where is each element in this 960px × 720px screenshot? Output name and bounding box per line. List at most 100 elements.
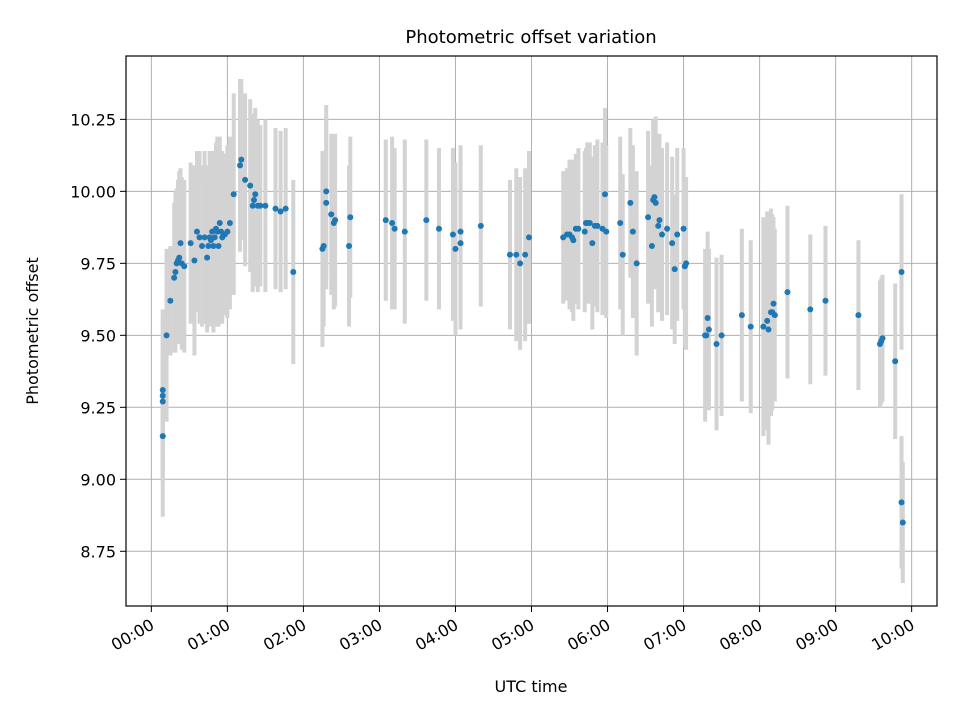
- data-point: [645, 214, 652, 221]
- data-point: [704, 315, 711, 322]
- data-point: [671, 266, 678, 273]
- data-point: [760, 323, 767, 330]
- data-point: [603, 228, 610, 235]
- data-point: [652, 199, 659, 206]
- y-tick-label: 9.25: [80, 398, 116, 417]
- data-point: [879, 335, 886, 342]
- data-point: [770, 300, 777, 307]
- data-point: [257, 202, 264, 209]
- data-point: [892, 358, 899, 365]
- data-point: [205, 243, 212, 250]
- data-point: [391, 225, 398, 232]
- data-point: [187, 240, 194, 247]
- y-tick-label: 10.00: [70, 182, 116, 201]
- data-point: [855, 312, 862, 319]
- data-point: [648, 243, 655, 250]
- data-point: [633, 260, 640, 267]
- data-point: [656, 217, 663, 224]
- data-point: [765, 326, 772, 333]
- data-point: [664, 225, 671, 232]
- data-point: [423, 217, 430, 224]
- y-tick-label: 9.50: [80, 326, 116, 345]
- data-point: [764, 317, 771, 324]
- data-point: [215, 243, 222, 250]
- data-point: [323, 199, 330, 206]
- data-point: [172, 268, 179, 275]
- data-point: [898, 268, 905, 275]
- data-point: [346, 243, 353, 250]
- data-point: [196, 234, 203, 241]
- data-point: [230, 191, 237, 198]
- data-point: [586, 220, 593, 227]
- data-points: [159, 156, 906, 526]
- data-point: [517, 260, 524, 267]
- chart-title: Photometric offset variation: [405, 27, 656, 48]
- data-point: [435, 225, 442, 232]
- data-point: [163, 332, 170, 339]
- data-point: [617, 220, 624, 227]
- data-point: [389, 220, 396, 227]
- data-point: [282, 205, 289, 212]
- data-point: [238, 156, 245, 163]
- data-point: [347, 214, 354, 221]
- y-tick-label: 10.25: [70, 110, 116, 129]
- data-point: [594, 222, 601, 229]
- data-point: [747, 323, 754, 330]
- data-point: [176, 254, 183, 261]
- y-tick-label: 9.00: [80, 470, 116, 489]
- data-point: [457, 240, 464, 247]
- data-point: [211, 234, 218, 241]
- data-point: [272, 205, 279, 212]
- data-point: [199, 243, 206, 250]
- data-point: [177, 240, 184, 247]
- data-point: [525, 234, 532, 241]
- data-point: [899, 519, 906, 526]
- data-point: [159, 392, 166, 399]
- data-point: [167, 297, 174, 304]
- data-point: [651, 194, 658, 201]
- data-point: [581, 228, 588, 235]
- data-point: [159, 398, 166, 405]
- data-point: [328, 211, 335, 218]
- data-point: [201, 234, 208, 241]
- data-point: [771, 312, 778, 319]
- data-point: [226, 220, 233, 227]
- data-point: [457, 228, 464, 235]
- data-point: [669, 240, 676, 247]
- data-point: [323, 188, 330, 195]
- data-point: [738, 312, 745, 319]
- data-point: [401, 228, 408, 235]
- data-point: [242, 176, 249, 183]
- data-point: [382, 217, 389, 224]
- data-point: [210, 243, 217, 250]
- data-point: [522, 251, 529, 258]
- data-point: [181, 263, 188, 270]
- data-point: [601, 191, 608, 198]
- y-tick-label: 8.75: [80, 542, 116, 561]
- data-point: [703, 332, 710, 339]
- data-point: [898, 499, 905, 506]
- data-point: [224, 228, 231, 235]
- data-point: [680, 225, 687, 232]
- data-point: [237, 162, 244, 169]
- data-point: [252, 191, 259, 198]
- data-point: [332, 217, 339, 224]
- x-axis-label: UTC time: [495, 677, 568, 696]
- data-point: [627, 199, 634, 206]
- data-point: [513, 251, 520, 258]
- data-point: [619, 251, 626, 258]
- data-point: [575, 225, 582, 232]
- data-point: [506, 251, 513, 258]
- data-point: [659, 231, 666, 238]
- data-point: [262, 202, 269, 209]
- data-point: [249, 202, 256, 209]
- data-point: [655, 222, 662, 229]
- data-point: [216, 220, 223, 227]
- data-point: [674, 231, 681, 238]
- data-point: [159, 433, 166, 440]
- data-point: [247, 182, 254, 189]
- data-point: [477, 222, 484, 229]
- data-point: [159, 387, 166, 394]
